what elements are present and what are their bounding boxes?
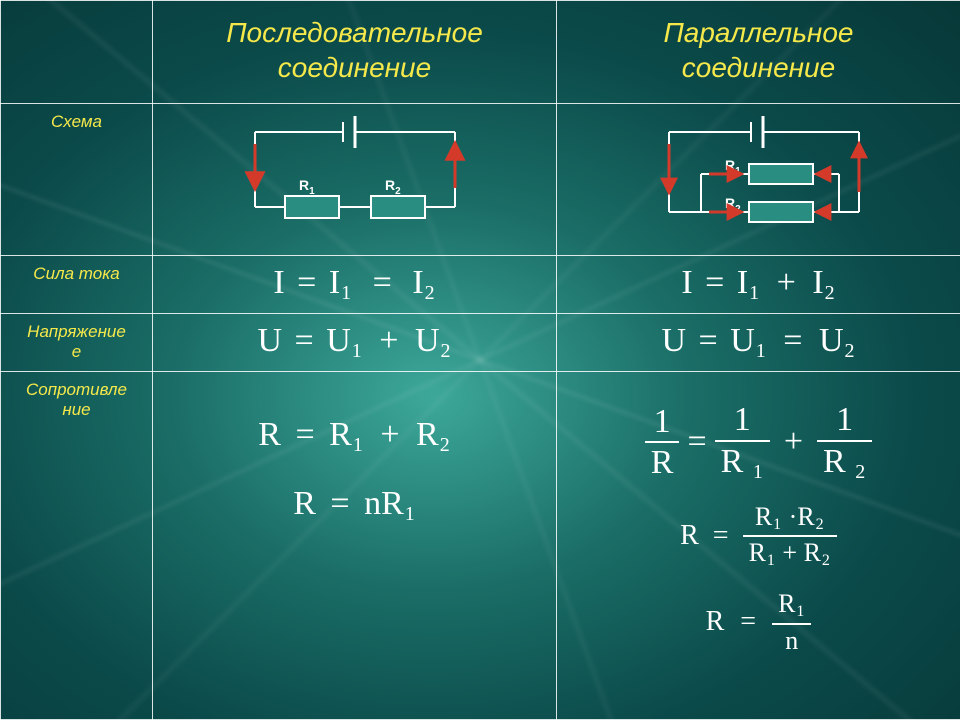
comparison-table: Последовательное соединение Параллельное… (0, 0, 960, 720)
cell-circuit-series: R1 R2 (153, 104, 557, 256)
row-voltage-l1: Напряжение (27, 322, 126, 341)
header-parallel: Параллельное соединение (557, 1, 960, 104)
header-parallel-l1: Параллельное (664, 17, 854, 48)
parallel-Rinv: 1R = 1R 1 + 1R 2 (645, 402, 872, 483)
series-current: I = I1 = I2 (153, 256, 557, 314)
header-series-l1: Последовательное (226, 17, 483, 48)
parallel-Rprod: R = R1 ·R2 R1 + R2 (680, 503, 837, 571)
cell-circuit-parallel: R1 R2 (557, 104, 960, 256)
header-parallel-l2: соединение (682, 52, 835, 83)
svg-text:R2: R2 (385, 177, 401, 197)
row-voltage-label: Напряжение е (1, 314, 153, 372)
header-series: Последовательное соединение (153, 1, 557, 104)
series-R-sum: R = R1 + R2 (258, 416, 450, 457)
row-res-l2: ние (62, 400, 90, 419)
row-res-l1: Сопротивле (26, 380, 127, 399)
row-voltage-l2: е (72, 342, 81, 361)
parallel-voltage: U = U1 = U2 (557, 314, 960, 372)
parallel-current: I = I1 + I2 (557, 256, 960, 314)
parallel-circuit-icon: R1 R2 (629, 110, 889, 250)
row-current-label: Сила тока (1, 256, 153, 314)
parallel-resistance: 1R = 1R 1 + 1R 2 R = R1 ·R2 R1 + R2 R = (557, 372, 960, 720)
parallel-Rn: R = R1 n (706, 590, 812, 654)
series-circuit-icon: R1 R2 (225, 110, 485, 240)
series-voltage: U = U1 + U2 (153, 314, 557, 372)
row-circuit-label: Схема (1, 104, 153, 256)
header-series-l2: соединение (278, 52, 431, 83)
row-resistance-label: Сопротивле ние (1, 372, 153, 720)
series-R-n: R = nR1 (293, 485, 416, 526)
blank-corner (1, 1, 153, 104)
series-resistance: R = R1 + R2 R = nR1 (153, 372, 557, 720)
svg-text:R1: R1 (299, 177, 315, 197)
